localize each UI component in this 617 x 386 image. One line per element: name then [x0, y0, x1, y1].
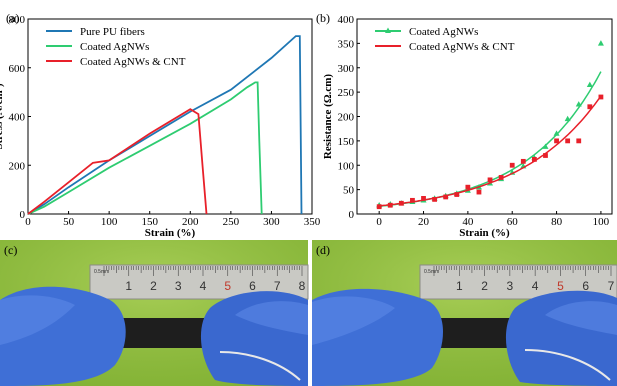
x-tick-label: 100	[593, 216, 610, 228]
data-point-square	[487, 177, 493, 183]
data-point-square	[587, 104, 593, 110]
data-point-triangle	[586, 81, 593, 88]
y-tick-label: 600	[9, 63, 26, 75]
left-glove-highlight	[312, 296, 395, 345]
series-line-1	[27, 81, 263, 215]
x-tick-label: 150	[141, 216, 158, 228]
ruler-number: 6	[582, 279, 589, 293]
y-tick-label: 200	[9, 160, 26, 172]
data-point-square	[554, 138, 559, 144]
right-glove-highlight	[545, 301, 617, 335]
x-tick-label: 350	[304, 216, 321, 228]
right-glove-highlight	[235, 301, 308, 335]
data-point-square	[498, 175, 504, 180]
x-tick-label: 250	[223, 216, 240, 228]
data-point-square	[443, 194, 449, 200]
legend-marker	[385, 27, 391, 33]
ruler-number: 7	[274, 279, 281, 293]
y-tick-label: 100	[338, 160, 355, 172]
data-point-square	[543, 153, 548, 158]
panel-a-label: (a)	[6, 11, 19, 25]
data-point-square	[565, 138, 571, 144]
legend-label: Coated AgNWs & CNT	[409, 41, 515, 53]
fit-curve-1	[379, 95, 602, 207]
x-tick-label: 20	[418, 216, 430, 228]
wire	[219, 351, 301, 381]
ruler-number: 5	[224, 279, 231, 293]
x-axis-title: Strain (%)	[145, 227, 196, 239]
y-tick-label: 150	[338, 136, 355, 148]
y-axis-title: Resistance (Ω.cm)	[322, 74, 334, 160]
panel-b-label: (b)	[316, 11, 330, 25]
data-point-square	[531, 157, 537, 162]
x-tick-label: 40	[462, 216, 474, 228]
ruler-number: 6	[249, 279, 256, 293]
left-glove-highlight	[0, 295, 75, 345]
x-axis-title: Strain (%)	[459, 227, 510, 239]
wire	[524, 349, 611, 381]
ruler-number: 2	[150, 279, 157, 293]
data-point-square	[509, 162, 515, 168]
chart-b: 0 20 40 60 80 100 0 50 100 150 200 250 300 350 400 Stra…	[322, 14, 613, 239]
legend-label: Pure PU fibers	[80, 26, 145, 38]
y-tick-label: 400	[338, 14, 355, 26]
plot-frame	[27, 18, 313, 215]
y-tick-label: 0	[20, 209, 26, 221]
legend-label: Coated AgNWs	[80, 41, 149, 53]
ruler-number: 4	[532, 279, 539, 293]
panel-d-label: (d)	[316, 243, 330, 257]
y-tick-label: 250	[338, 87, 355, 99]
y-tick-label: 0	[349, 209, 355, 221]
x-tick-label: 100	[101, 216, 118, 228]
series-line-2	[27, 108, 208, 215]
photo-c: 0.5mm 1 2 3 4 5 6 7 8 (c)	[0, 240, 309, 386]
legend-label: Coated AgNWs & CNT	[80, 56, 186, 68]
data-point-square	[421, 196, 426, 201]
ruler-number: 1	[125, 279, 132, 293]
x-tick-label: 200	[182, 216, 199, 228]
legend-label: Coated AgNWs	[409, 26, 478, 38]
y-tick-label: 50	[343, 185, 355, 197]
data-point-square	[576, 138, 582, 144]
ruler-number: 7	[608, 279, 615, 293]
data-point-square	[476, 189, 482, 195]
x-tick-label: 0	[376, 216, 382, 228]
data-point-square	[410, 197, 415, 203]
y-tick-label: 400	[9, 112, 26, 124]
y-tick-label: 300	[338, 63, 355, 75]
ruler-number: 3	[507, 279, 514, 293]
ruler-number: 3	[175, 279, 182, 293]
y-axis-title: Stress (N/cm²)	[0, 83, 5, 150]
ruler-unit-label: 0.5mm	[424, 269, 439, 275]
y-tick-label: 350	[338, 38, 355, 50]
ruler-number: 1	[456, 279, 463, 293]
x-tick-label: 80	[551, 216, 563, 228]
data-point-square	[520, 158, 526, 164]
ruler	[419, 264, 617, 300]
y-tick-label: 800	[9, 14, 26, 26]
data-point-triangle	[553, 130, 560, 136]
panel-c-label: (c)	[4, 243, 17, 257]
data-point-square	[454, 192, 460, 197]
ruler-number: 8	[299, 279, 306, 293]
y-tick-label: 200	[338, 112, 355, 124]
x-tick-label: 0	[25, 216, 31, 228]
ruler-ticks: 0.5mm 1 2 3 4 5 6 7	[424, 266, 615, 293]
series-line-0	[27, 35, 303, 215]
data-point-triangle	[597, 40, 604, 46]
data-point-square	[432, 196, 438, 202]
photo-d: 0.5mm 1 2 3 4 5 6 7 (d)	[312, 240, 617, 386]
ruler-number: 4	[200, 279, 207, 293]
data-point-square	[376, 204, 382, 210]
ruler-unit-label: 0.5mm	[94, 269, 109, 275]
x-tick-label: 50	[63, 216, 75, 228]
chart-a: 0 50 100 150 200 250 300 350 0 200 400 600 800 Strain…	[0, 14, 321, 239]
ruler-number: 5	[557, 279, 564, 293]
x-tick-label: 300	[263, 216, 280, 228]
x-tick-label: 60	[507, 216, 519, 228]
ruler-ticks: 0.5mm 1 2 3 4 5 6 7 8	[94, 266, 306, 293]
ruler-number: 2	[481, 279, 488, 293]
data-point-square	[465, 184, 471, 190]
